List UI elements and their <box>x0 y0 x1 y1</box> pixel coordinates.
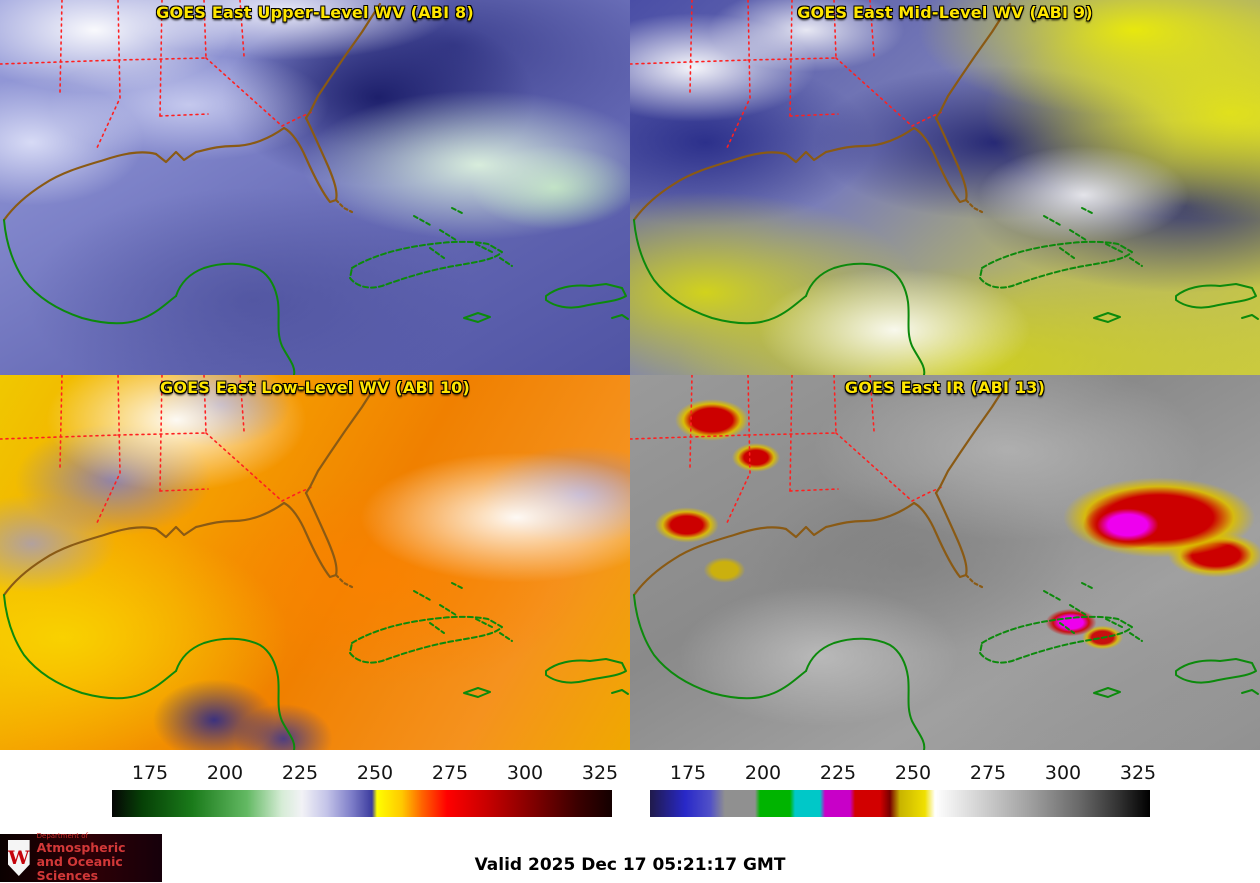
panel-title-abi10: GOES East Low-Level WV (ABI 10) <box>159 378 470 397</box>
logo-dept-line2: and Oceanic Sciences <box>36 853 123 883</box>
panel-upper-level-wv: GOES East Upper-Level WV (ABI 8) <box>0 0 630 375</box>
colorbar-tick: 275 <box>969 762 1007 784</box>
colorbar-tick: 325 <box>1119 762 1157 784</box>
colorbar-tick: 175 <box>131 762 169 784</box>
ir-colorbar-gradient <box>650 790 1150 817</box>
colorbar-tick: 200 <box>206 762 244 784</box>
basemap-overlay <box>0 0 630 375</box>
satellite-quad: GOES East Upper-Level WV (ABI 8) GOES Ea… <box>0 0 1260 750</box>
colorbar-strip: 175 200 225 250 275 300 325 175 200 225 … <box>0 750 1260 834</box>
wv-colorbar-ticks: 175 200 225 250 275 300 325 <box>112 756 618 790</box>
panel-title-abi13: GOES East IR (ABI 13) <box>844 378 1046 397</box>
colorbar-tick: 225 <box>281 762 319 784</box>
basemap-overlay <box>630 0 1260 375</box>
colorbar-tick: 200 <box>744 762 782 784</box>
colorbar-tick: 225 <box>819 762 857 784</box>
panel-title-abi9: GOES East Mid-Level WV (ABI 9) <box>797 3 1093 22</box>
colorbar-tick: 275 <box>431 762 469 784</box>
panel-low-level-wv: GOES East Low-Level WV (ABI 10) <box>0 375 630 750</box>
logo-text: Department of Atmospheric and Oceanic Sc… <box>36 832 154 883</box>
colorbar-tick: 300 <box>506 762 544 784</box>
colorbar-tick: 250 <box>894 762 932 784</box>
colorbar-tick: 250 <box>356 762 394 784</box>
colorbar-tick: 325 <box>581 762 619 784</box>
logo-dept-line1: Atmospheric <box>36 839 126 855</box>
logo-dept-prefix: Department of <box>36 832 88 841</box>
uw-aos-logo: W Department of Atmospheric and Oceanic … <box>0 832 162 883</box>
wv-colorbar: 175 200 225 250 275 300 325 <box>112 756 618 834</box>
footer: W Department of Atmospheric and Oceanic … <box>0 832 1260 883</box>
ir-colorbar: 175 200 225 250 275 300 325 <box>650 756 1156 834</box>
basemap-overlay <box>0 375 630 750</box>
valid-timestamp: Valid 2025 Dec 17 05:21:17 GMT <box>474 855 786 875</box>
wv-colorbar-gradient <box>112 790 612 817</box>
panel-mid-level-wv: GOES East Mid-Level WV (ABI 9) <box>630 0 1260 375</box>
panel-ir: GOES East IR (ABI 13) <box>630 375 1260 750</box>
uw-crest-icon: W <box>8 840 30 876</box>
basemap-overlay <box>630 375 1260 750</box>
ir-colorbar-ticks: 175 200 225 250 275 300 325 <box>650 756 1156 790</box>
colorbar-tick: 300 <box>1044 762 1082 784</box>
colorbar-tick: 175 <box>669 762 707 784</box>
panel-title-abi8: GOES East Upper-Level WV (ABI 8) <box>156 3 474 22</box>
